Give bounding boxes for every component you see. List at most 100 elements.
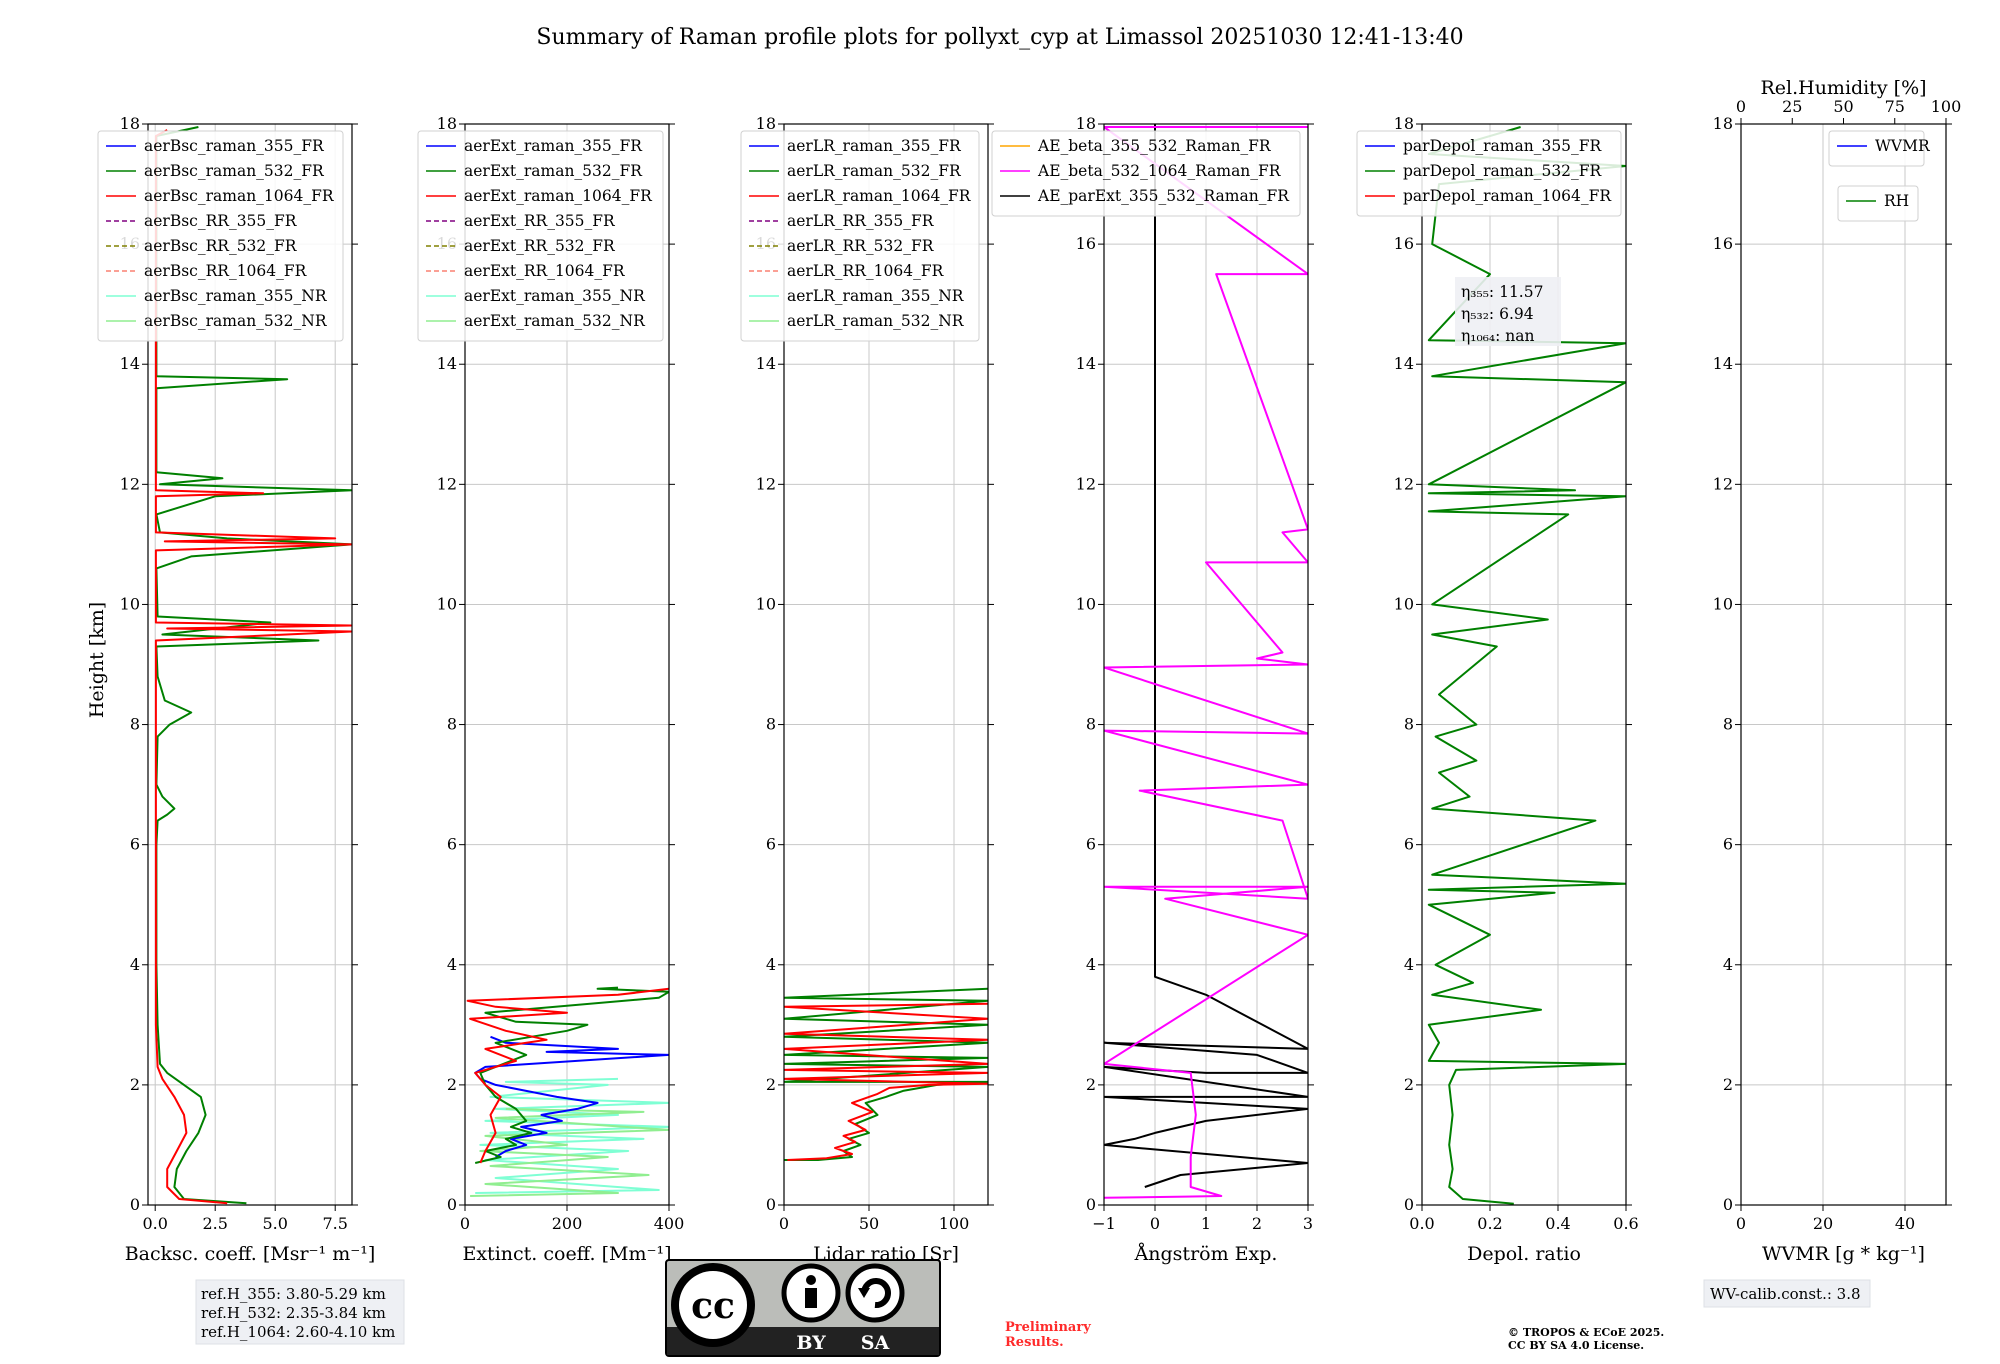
y-tick-label: 14	[756, 354, 776, 373]
legend-label: aerExt_RR_1064_FR	[464, 262, 626, 280]
axes-frame	[783, 123, 989, 1206]
x-tick-label: 3	[1303, 1214, 1313, 1233]
y-tick-label: 10	[120, 594, 140, 613]
sa-label: SA	[861, 1332, 890, 1354]
y-tick-label: 8	[447, 715, 457, 734]
wv-calib-box: WV-calib.const.: 3.8	[1703, 1279, 1871, 1308]
panel-lr: 050100024681012141618Lidar ratio [Sr]aer…	[740, 114, 994, 1265]
annotation-line: η₅₃₂: 6.94	[1461, 305, 1534, 323]
y-tick-label: 0	[1086, 1195, 1096, 1214]
legend-label: aerLR_raman_355_FR	[787, 137, 962, 155]
legend: AE_beta_355_532_Raman_FR AE_beta_532_1064…	[991, 130, 1301, 217]
series-group	[466, 986, 669, 1197]
legend: aerBsc_raman_355_FR aerBsc_raman_532_FRae…	[97, 130, 344, 342]
y-tick-label: 18	[1076, 114, 1096, 133]
y-tick-label: 10	[756, 594, 776, 613]
legend: WVMR	[1828, 130, 1931, 167]
sa-icon	[845, 1263, 905, 1323]
legend-label: aerBsc_RR_355_FR	[144, 212, 298, 230]
legend-box	[1828, 130, 1925, 167]
y-tick-label: 8	[1086, 715, 1096, 734]
series-line-aerLR_raman_1064_FR	[784, 1002, 988, 1161]
series-group	[154, 126, 352, 1205]
x-axis-label: WVMR [g * kg⁻¹]	[1762, 1243, 1925, 1265]
y-tick-label: 0	[1723, 1195, 1733, 1214]
panels: 0.02.55.07.5024681012141618Backsc. coeff…	[97, 77, 1962, 1265]
legend-box	[417, 130, 664, 342]
by-icon-head	[806, 1275, 816, 1285]
series-line-aerExt_raman_1064_FR	[466, 987, 669, 1164]
y-tick-label: 6	[1404, 835, 1414, 854]
x-tick-label: 2	[1252, 1214, 1262, 1233]
legend-label: aerLR_RR_532_FR	[787, 237, 935, 255]
top-x-tick-label: 100	[1931, 97, 1962, 116]
series-line-aerBsc_raman_1064_FR	[154, 129, 352, 1205]
sa-icon-arrowhead	[858, 1288, 870, 1298]
legend: aerLR_raman_355_FR aerLR_raman_532_FR aerL…	[740, 130, 980, 342]
y-tick-label: 2	[766, 1075, 776, 1094]
x-tick-label: 1	[1201, 1214, 1211, 1233]
panel-depol: 0.0 0.2 0.4 0.6 0 2 4 6 8 10 12 14 16 18 Depol. ratio p…	[1356, 114, 1639, 1265]
y-tick-label: 16	[1076, 234, 1096, 253]
legend: aerExt_raman_355_FR aerExt_raman_532_FRae…	[417, 130, 664, 342]
y-tick-label: 18	[1394, 114, 1414, 133]
ref-height-355: ref.H_355: 3.80-5.29 km	[201, 1285, 386, 1303]
legend-label: aerBsc_raman_355_FR	[144, 137, 325, 155]
x-tick-label: 0.6	[1613, 1214, 1638, 1233]
y-tick-label: 10	[1394, 594, 1414, 613]
legend-label: aerExt_raman_355_FR	[464, 137, 643, 155]
y-tick-label: 4	[1404, 955, 1414, 974]
series-line-AE_beta_532_1064_Raman_FR	[1104, 126, 1308, 1199]
preliminary-line1: Preliminary	[1005, 1320, 1091, 1335]
y-tick-label: 12	[1713, 474, 1733, 493]
y-tick-label: 18	[756, 114, 776, 133]
y-tick-label: 12	[437, 474, 457, 493]
y-tick-label: 6	[1723, 835, 1733, 854]
cc-icon	[679, 1271, 747, 1339]
legend-label: aerExt_RR_532_FR	[464, 237, 616, 255]
panel-ext: 0200400024681012141618Extinct. coeff. [M…	[417, 114, 684, 1265]
y-tick-label: 12	[756, 474, 776, 493]
x-tick-label: 0	[1736, 1214, 1746, 1233]
top-x-tick-label: 25	[1782, 97, 1802, 116]
sa-icon-arrow	[861, 1278, 891, 1309]
series-group	[1427, 126, 1626, 1205]
annotation-line: η₁₀₆₄: nan	[1461, 327, 1535, 345]
copyright-line1: © TROPOS & ECoE 2025.	[1508, 1326, 1664, 1339]
y-tick-label: 6	[1086, 835, 1096, 854]
y-tick-label: 4	[766, 955, 776, 974]
legend-label: aerBsc_raman_532_FR	[144, 162, 325, 180]
top-x-tick-label: 50	[1833, 97, 1853, 116]
y-tick-label: 10	[1713, 594, 1733, 613]
legend-label: aerBsc_raman_1064_FR	[144, 187, 335, 205]
y-axis-label: Height [km]	[86, 602, 108, 718]
ref-heights-box: ref.H_355: 3.80-5.29 km ref.H_532: 2.35-…	[195, 1279, 405, 1345]
legend-label: aerLR_raman_532_NR	[787, 312, 965, 330]
legend-label: aerLR_raman_355_NR	[787, 287, 965, 305]
y-tick-label: 14	[437, 354, 457, 373]
series-line-aerExt_raman_532_FR	[474, 986, 669, 1164]
legend-label: parDepol_raman_532_FR	[1403, 162, 1603, 180]
y-tick-label: 0	[766, 1195, 776, 1214]
series-line-aerBsc_raman_532_FR	[155, 126, 352, 1205]
y-tick-label: 12	[1076, 474, 1096, 493]
copyright-line2: CC BY SA 4.0 License.	[1508, 1339, 1644, 1352]
y-tick-label: 18	[120, 114, 140, 133]
y-tick-label: 2	[447, 1075, 457, 1094]
y-tick-label: 8	[1404, 715, 1414, 734]
y-tick-label: 2	[1086, 1075, 1096, 1094]
axes-frame	[147, 123, 353, 1206]
y-tick-label: 8	[766, 715, 776, 734]
y-tick-label: 12	[120, 474, 140, 493]
y-tick-label: 2	[1723, 1075, 1733, 1094]
ref-height-1064: ref.H_1064: 2.60-4.10 km	[201, 1323, 395, 1341]
legend-label: parDepol_raman_1064_FR	[1403, 187, 1612, 205]
x-tick-label: 5.0	[262, 1214, 287, 1233]
cc-by-sa-badge: cc BY SA	[665, 1259, 941, 1357]
x-tick-label: 50	[859, 1214, 879, 1233]
top-x-tick-label: 75	[1885, 97, 1905, 116]
y-tick-label: 4	[1723, 955, 1733, 974]
y-tick-label: 0	[447, 1195, 457, 1214]
